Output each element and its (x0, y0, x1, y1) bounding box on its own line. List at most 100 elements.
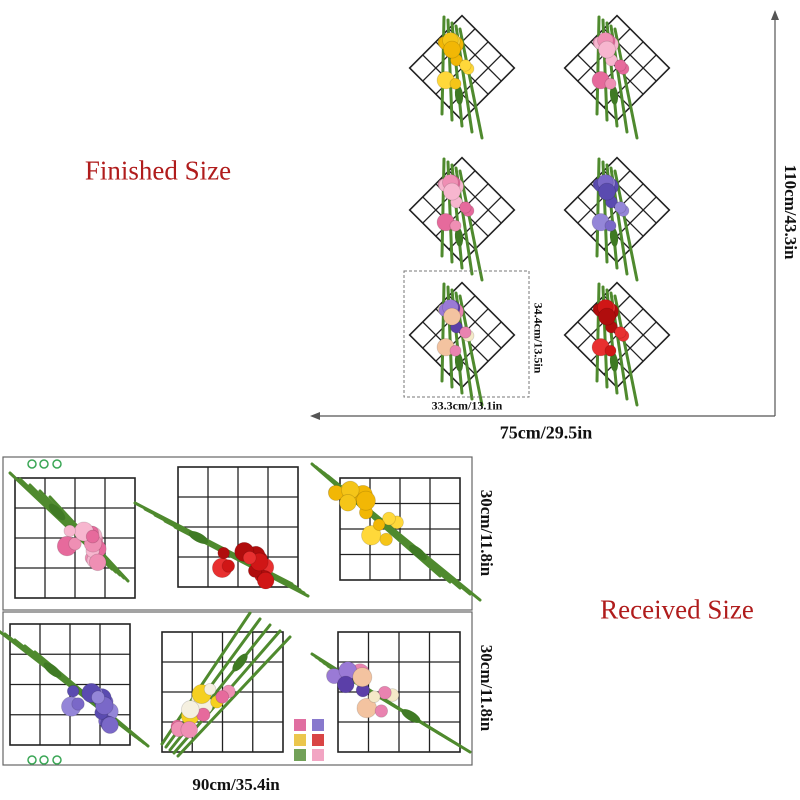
flower-head (614, 326, 627, 339)
sheet2-height-label: 30cm/11.8in (477, 644, 496, 732)
flower-head (352, 667, 373, 688)
stem (595, 157, 601, 258)
single-panel-outline (403, 270, 530, 398)
flower-head (604, 344, 617, 357)
finished-panel-rose (563, 281, 671, 407)
certification-icon (27, 459, 37, 469)
flower-head (221, 559, 236, 573)
finished-panel-tulip (408, 156, 516, 282)
dimension-arrows (310, 10, 779, 420)
leaf (232, 653, 248, 672)
leaf (409, 544, 427, 561)
tulip-bouquet (8, 471, 130, 583)
sheet1-height-label: 30cm/11.8in (477, 489, 496, 577)
flower-head (598, 40, 616, 59)
flower-head (88, 553, 107, 572)
flower-head (598, 182, 616, 201)
flower-head (374, 704, 389, 718)
certification-icon (52, 459, 62, 469)
leaf (188, 531, 209, 544)
flower-head (63, 524, 76, 538)
flower-head (66, 684, 80, 698)
flower-head (443, 307, 461, 326)
stem (613, 294, 639, 407)
stem (458, 294, 484, 407)
sticker-sheet-1 (2, 456, 482, 611)
yellow-bouquet (436, 15, 484, 140)
mini-sticker (312, 749, 324, 761)
flower-head (614, 201, 627, 214)
sheet-width-label: 90cm/35.4in (192, 775, 280, 794)
flower-head (382, 511, 396, 526)
flower-head (443, 40, 461, 59)
leaf (609, 352, 619, 372)
grid-frame (408, 281, 516, 389)
rose-bouquet (591, 282, 639, 407)
arrow-head-up-icon (771, 10, 779, 20)
flower-head (604, 219, 617, 232)
stem (176, 635, 292, 758)
flower-head (336, 675, 355, 694)
flower-head (203, 683, 217, 696)
flower-head (368, 690, 381, 703)
flower-head (449, 77, 462, 90)
flower-head (101, 716, 119, 734)
finished-panel-yellow (408, 14, 516, 140)
flower-head (459, 326, 472, 339)
rose-bouquet (133, 501, 310, 598)
stem (458, 27, 484, 140)
flower-head (449, 219, 462, 232)
finished-size-label: Finished Size (84, 155, 232, 186)
total-width-label: 75cm/29.5in (499, 422, 593, 443)
mixed-bouquet (310, 652, 472, 754)
mini-sticker (312, 734, 324, 746)
flower-head (355, 490, 376, 511)
flower-head (91, 690, 105, 705)
flower-head (256, 571, 275, 590)
arrow-head-left-icon (310, 412, 320, 420)
mixed-bouquet (436, 282, 484, 407)
flower-head (604, 77, 617, 90)
flower-head (459, 59, 472, 72)
flower-head (68, 537, 82, 551)
stem (613, 169, 639, 282)
flower-head (180, 720, 198, 739)
stem (458, 169, 484, 282)
stem (595, 282, 601, 383)
stem (440, 15, 446, 116)
flower-head (215, 690, 230, 704)
certification-icon (27, 755, 37, 765)
total-height-label: 110cm/43.3in (781, 164, 800, 260)
flower-head (379, 532, 393, 547)
leaf (609, 227, 619, 247)
leaf (454, 352, 464, 372)
leaf (401, 709, 421, 723)
stem (595, 15, 601, 116)
flower-head (242, 550, 257, 565)
flower-head (217, 546, 230, 560)
stem (440, 282, 446, 383)
flower-head (339, 494, 357, 512)
lavender-bouquet (0, 629, 150, 748)
certification-icon (39, 459, 49, 469)
flower-head (85, 529, 100, 544)
flower-head (181, 700, 200, 719)
flower-head (71, 697, 85, 711)
flower-head (443, 182, 461, 201)
flower-head (459, 201, 472, 214)
finished-panel-tulip (563, 14, 671, 140)
stem (440, 157, 446, 258)
mini-sticker (294, 734, 306, 746)
finished-panel-mixed (408, 281, 516, 407)
yellow-bouquet (310, 462, 482, 602)
flower-head (372, 518, 386, 531)
flower-head (449, 344, 462, 357)
flower-head (361, 525, 382, 546)
leaf (43, 662, 62, 678)
mini-sticker (294, 719, 306, 731)
finished-panel-lavender (563, 156, 671, 282)
tulipmix-bouquet (160, 611, 292, 758)
certification-icon (52, 755, 62, 765)
